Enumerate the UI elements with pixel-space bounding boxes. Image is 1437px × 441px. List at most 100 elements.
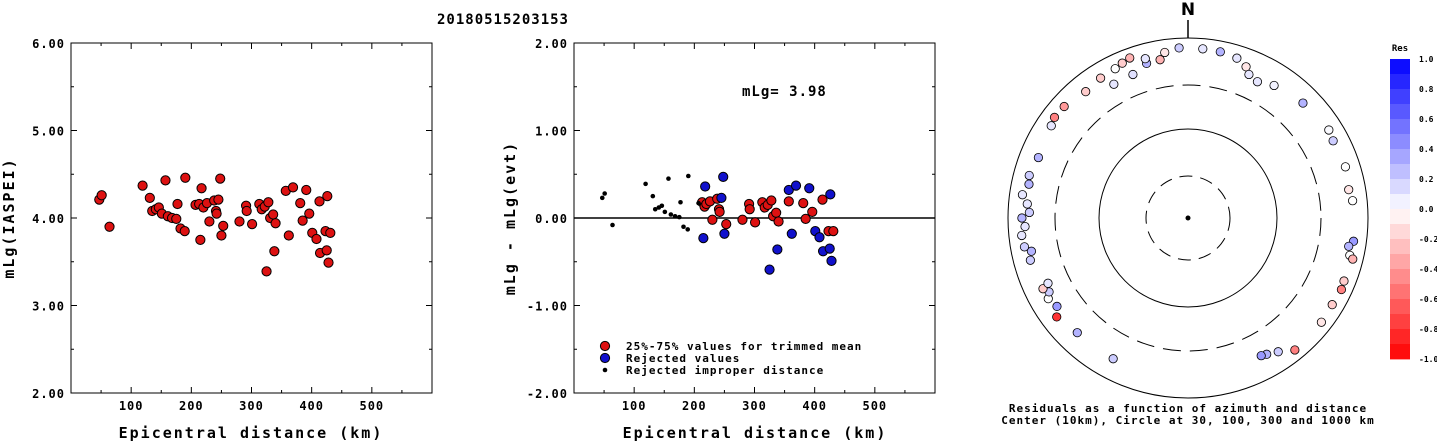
panel2-y-axis-label: mLg - mLg(evt) [501, 141, 519, 295]
y-tick-label: 3.00 [32, 300, 65, 314]
trimmed-mean-point [714, 206, 725, 217]
colorbar-ticks: 1.0 0.8 0.6 0.4 0.2 0.0 -0.2 -0.4 -0.6 -0.8 -1.0 [1419, 55, 1437, 364]
colorbar-cell [1390, 74, 1410, 90]
panel1-x-axis-label: Epicentral distance (km) [119, 424, 384, 441]
magnitude-point [213, 194, 224, 205]
figure-title: 20180515203153 [437, 12, 569, 28]
station-residual-point [1081, 87, 1091, 97]
panel1-frame [70, 42, 433, 394]
x-tick-label: 500 [862, 399, 887, 413]
rejected-distance-point [610, 222, 615, 228]
x-tick-label: 300 [742, 399, 767, 413]
colorbar-cell [1390, 269, 1410, 285]
rejected-value-point [700, 181, 711, 192]
colorbar-cell [1390, 314, 1410, 330]
trimmed-mean-point [817, 194, 828, 205]
station-residual-point [1033, 152, 1044, 163]
magnitude-point [263, 197, 274, 208]
station-residual-point [1269, 80, 1279, 91]
panel1-points [94, 172, 336, 277]
x-tick-label: 400 [802, 399, 827, 413]
station-residual-point [1049, 112, 1060, 122]
panel2-x-axis-label: Epicentral distance (km) [623, 424, 888, 441]
magnitude-point [172, 198, 183, 210]
station-residual-point [1198, 44, 1208, 54]
x-tick-label: 200 [179, 399, 204, 413]
magnitude-point [297, 215, 308, 226]
station-residual-point [1160, 47, 1170, 58]
rejected-value-point [824, 243, 835, 254]
ring-300km [1054, 84, 1322, 352]
trimmed-mean-point [828, 226, 839, 237]
magnitude-point [180, 172, 191, 183]
center-marker [1185, 215, 1191, 221]
magnitude-point [314, 196, 325, 207]
x-tick-label: 500 [359, 399, 384, 413]
trimmed-mean-point [771, 207, 782, 218]
magnitude-point [268, 209, 279, 220]
magnitude-point [104, 221, 115, 232]
station-residual-point [1339, 276, 1349, 286]
legend-marker [599, 352, 611, 364]
station-residual-point [1128, 69, 1138, 80]
rejected-distance-point [676, 214, 682, 220]
legend-label: Rejected improper distance [626, 364, 824, 377]
colorbar-cell [1390, 194, 1410, 210]
station-residual-point [1025, 255, 1035, 265]
station-residual-point [1017, 190, 1028, 200]
trimmed-mean-point [766, 195, 777, 206]
rejected-value-point [814, 232, 825, 243]
y-tick-label: 2.00 [535, 37, 568, 51]
rejected-distance-point [696, 200, 701, 206]
colorbar-cells [1390, 59, 1410, 360]
panel2-points [599, 171, 839, 275]
polar-caption-line1: Residuals as a function of azimuth and d… [1009, 402, 1367, 415]
station-residual-point [1256, 351, 1266, 361]
colorbar-cell [1390, 179, 1410, 195]
rejected-value-point [826, 255, 837, 266]
magnitude-point [216, 230, 227, 241]
colorbar-cell [1390, 104, 1410, 120]
residual-vs-distance-panel: 100 200 300 400 500 -2.00 -1.00 0.00 1.00 2.00 mL… [501, 37, 936, 441]
rejected-value-point [790, 180, 802, 191]
magnitude-point [196, 183, 207, 194]
rejected-value-point [804, 183, 815, 194]
rejected-value-point [786, 228, 797, 239]
colorbar-cell [1390, 134, 1410, 150]
magnitude-point [261, 266, 272, 277]
colorbar-tick-label: -0.4 [1419, 265, 1437, 274]
trimmed-mean-point [798, 198, 809, 209]
station-residual-point [1125, 53, 1135, 63]
station-residual-point [1241, 62, 1251, 72]
legend-marker [599, 340, 611, 352]
magnitude-point [325, 227, 336, 238]
station-residual-point [1109, 79, 1119, 89]
rejected-distance-point [650, 193, 656, 199]
ring-30km [1145, 175, 1231, 261]
panel1-y-axis-label: mLg(IASPEI) [0, 157, 18, 278]
rejected-value-point [772, 244, 783, 255]
rejected-distance-point [666, 176, 671, 181]
station-residual-point [1328, 136, 1338, 146]
station-residual-point [1252, 77, 1263, 87]
colorbar-cell [1390, 299, 1410, 315]
station-residual-point [1215, 47, 1225, 57]
colorbar-tick-label: 0.0 [1419, 205, 1434, 214]
magnitude-point [195, 234, 206, 245]
ring-1000km [1007, 37, 1369, 399]
magnitude-point [211, 208, 222, 219]
station-residual-point [1024, 207, 1034, 218]
magnitude-point [295, 198, 306, 209]
magnitude-point [321, 245, 332, 256]
magnitude-point [215, 173, 226, 184]
panel2-legend: 25%-75% values for trimmed meanRejected … [599, 340, 861, 377]
rejected-distance-point [643, 181, 648, 187]
station-residual-point [1298, 98, 1308, 108]
colorbar-cell [1390, 329, 1410, 345]
magnitude-point [144, 192, 155, 203]
y-tick-label: 0.00 [535, 212, 568, 226]
x-tick-label: 200 [682, 399, 707, 413]
station-residual-point [1024, 179, 1034, 189]
colorbar-cell [1390, 119, 1410, 135]
rejected-value-point [716, 192, 727, 203]
